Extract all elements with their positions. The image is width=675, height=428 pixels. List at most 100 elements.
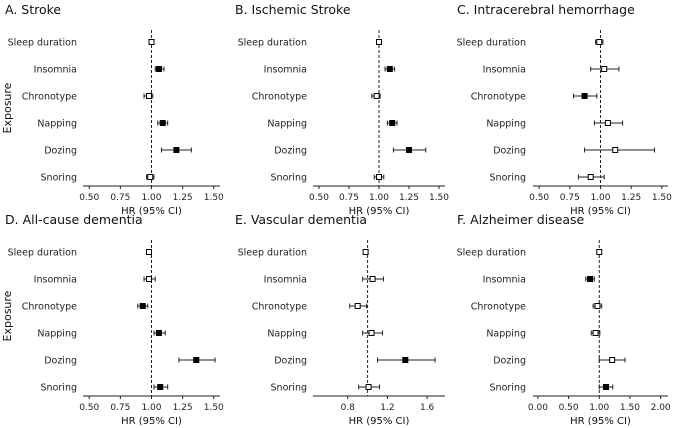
panel-1-point-estimate bbox=[146, 93, 153, 99]
panel-1-point-estimate bbox=[155, 66, 162, 72]
panel-1-category-label: Chronotype bbox=[22, 92, 77, 103]
panel-5-point-estimate bbox=[365, 384, 372, 390]
panel-4-point-estimate bbox=[155, 330, 162, 336]
panel-3-point-estimate bbox=[612, 147, 619, 153]
panel-6-point-estimate bbox=[587, 276, 594, 282]
panel-5-category-label: Dozing bbox=[274, 356, 307, 367]
panel-1-point-estimate bbox=[173, 147, 180, 153]
panel-4-category-label: Insomnia bbox=[34, 275, 77, 286]
panel-4-category-label: Chronotype bbox=[22, 302, 77, 313]
panel-6-x-tick-label: 0.50 bbox=[559, 403, 579, 413]
panel-1-category-label: Dozing bbox=[44, 146, 77, 157]
panel-2-point-estimate bbox=[376, 39, 382, 45]
panel-4-point-estimate bbox=[193, 357, 200, 363]
panel-1-x-tick-label: 0.50 bbox=[79, 193, 99, 203]
panel-1-category-label: Snoring bbox=[41, 173, 77, 184]
panel-3-category-label: Napping bbox=[486, 119, 526, 130]
panel-5-point-estimate bbox=[362, 249, 369, 255]
panel-4-point-estimate bbox=[157, 384, 164, 390]
panel-5-category-label: Sleep duration bbox=[238, 248, 307, 259]
panel-6-category-label: Chronotype bbox=[471, 302, 526, 313]
panel-1-point-estimate bbox=[159, 120, 166, 126]
panel-3-point-estimate bbox=[596, 39, 603, 45]
panel-3-category-label: Sleep duration bbox=[457, 38, 526, 49]
panel-6-category-label: Napping bbox=[486, 329, 526, 340]
panel-1-x-tick-label: 1.50 bbox=[204, 193, 224, 203]
panel-4-point-estimate bbox=[146, 249, 153, 255]
panel-1-x-tick-label: 0.75 bbox=[110, 193, 130, 203]
panel-2-category-label: Insomnia bbox=[264, 65, 307, 76]
panel-3-category-label: Chronotype bbox=[471, 92, 526, 103]
panel-6-category-label: Insomnia bbox=[483, 275, 526, 286]
panel-2-point-estimate bbox=[373, 93, 380, 99]
panel-2-point-estimate bbox=[386, 66, 393, 72]
panel-4-x-tick-label: 1.25 bbox=[173, 403, 193, 413]
panel-1-x-tick-label: 1.00 bbox=[141, 193, 161, 203]
panel-3-x-tick-label: 1.25 bbox=[621, 193, 641, 203]
panel-5-point-estimate bbox=[402, 357, 409, 363]
panel-2-category-label: Snoring bbox=[271, 173, 307, 184]
panel-1-category-label: Napping bbox=[37, 119, 77, 130]
panel-3-category-label: Insomnia bbox=[483, 65, 526, 76]
panel-3-title: C. Intracerebral hemorrhage bbox=[457, 2, 635, 17]
panel-1-point-estimate bbox=[148, 39, 155, 45]
panel-4-x-tick-label: 1.50 bbox=[204, 403, 224, 413]
panel-1-x-axis-label: HR (95% CI) bbox=[121, 206, 182, 217]
panel-6-category-label: Snoring bbox=[490, 383, 526, 394]
panel-4-category-label: Dozing bbox=[44, 356, 77, 367]
panel-2-title: B. Ischemic Stroke bbox=[235, 2, 351, 17]
panel-6-x-axis-label: HR (95% CI) bbox=[570, 416, 631, 427]
panel-1-title: A. Stroke bbox=[5, 2, 61, 17]
panel-3-x-axis-label: HR (95% CI) bbox=[570, 206, 631, 217]
panel-5-point-estimate bbox=[354, 303, 361, 309]
panel-4-x-tick-label: 0.75 bbox=[110, 403, 130, 413]
panel-3-point-estimate bbox=[587, 174, 594, 180]
panel-6-title: F. Alzheimer disease bbox=[457, 212, 585, 227]
panel-2-category-label: Dozing bbox=[274, 146, 307, 157]
panel-4-point-estimate bbox=[139, 303, 146, 309]
panel-4-x-tick-label: 1.00 bbox=[141, 403, 161, 413]
panel-6-point-estimate bbox=[592, 330, 599, 336]
panel-4-x-axis-label: HR (95% CI) bbox=[121, 416, 182, 427]
panel-2-x-tick-label: 1.00 bbox=[369, 193, 389, 203]
panel-6-category-label: Dozing bbox=[493, 356, 526, 367]
panel-4-category-label: Snoring bbox=[41, 383, 77, 394]
panel-5-point-estimate bbox=[368, 330, 375, 336]
panel-2-point-estimate bbox=[376, 174, 382, 180]
panel-2-x-tick-label: 0.75 bbox=[339, 193, 359, 203]
panel-3-point-estimate bbox=[581, 93, 588, 99]
panel-6-point-estimate bbox=[609, 357, 616, 363]
y-axis-label-bottom: Exposure bbox=[1, 290, 14, 341]
panel-6-point-estimate bbox=[594, 303, 601, 309]
panel-2-point-estimate bbox=[389, 120, 396, 126]
panel-3-point-estimate bbox=[604, 120, 611, 126]
panel-2-point-estimate bbox=[406, 147, 412, 153]
panel-2-category-label: Sleep duration bbox=[238, 38, 307, 49]
panel-5-category-label: Insomnia bbox=[264, 275, 307, 286]
panel-5-category-label: Snoring bbox=[271, 383, 307, 394]
panel-1-category-label: Sleep duration bbox=[8, 38, 77, 49]
panel-4-title: D. All-cause dementia bbox=[5, 212, 143, 227]
panel-3-category-label: Snoring bbox=[490, 173, 526, 184]
panel-6-point-estimate bbox=[596, 249, 603, 255]
panel-6-category-label: Sleep duration bbox=[457, 248, 526, 259]
panel-1-point-estimate bbox=[147, 174, 154, 180]
panel-6-x-tick-label: 2.00 bbox=[651, 403, 671, 413]
panel-2-category-label: Napping bbox=[267, 119, 307, 130]
panel-3-x-tick-label: 1.50 bbox=[652, 193, 672, 203]
panel-4-point-estimate bbox=[146, 276, 153, 282]
panel-4-category-label: Napping bbox=[37, 329, 77, 340]
panel-4-x-tick-label: 0.50 bbox=[79, 403, 99, 413]
panel-3-x-tick-label: 0.50 bbox=[529, 193, 549, 203]
panel-6-x-tick-label: 0.00 bbox=[528, 403, 548, 413]
panel-5-category-label: Napping bbox=[267, 329, 307, 340]
panel-3-x-tick-label: 1.00 bbox=[590, 193, 610, 203]
panel-6-x-tick-label: 1.00 bbox=[589, 403, 609, 413]
panel-2-x-tick-label: 0.50 bbox=[309, 193, 329, 203]
panel-5-x-axis-label: HR (95% CI) bbox=[349, 416, 410, 427]
panel-5-x-tick-label: 1.2 bbox=[380, 403, 394, 413]
panel-5-x-tick-label: 1.6 bbox=[420, 403, 435, 413]
panel-5-category-label: Chronotype bbox=[252, 302, 307, 313]
panel-3-x-tick-label: 0.75 bbox=[560, 193, 580, 203]
